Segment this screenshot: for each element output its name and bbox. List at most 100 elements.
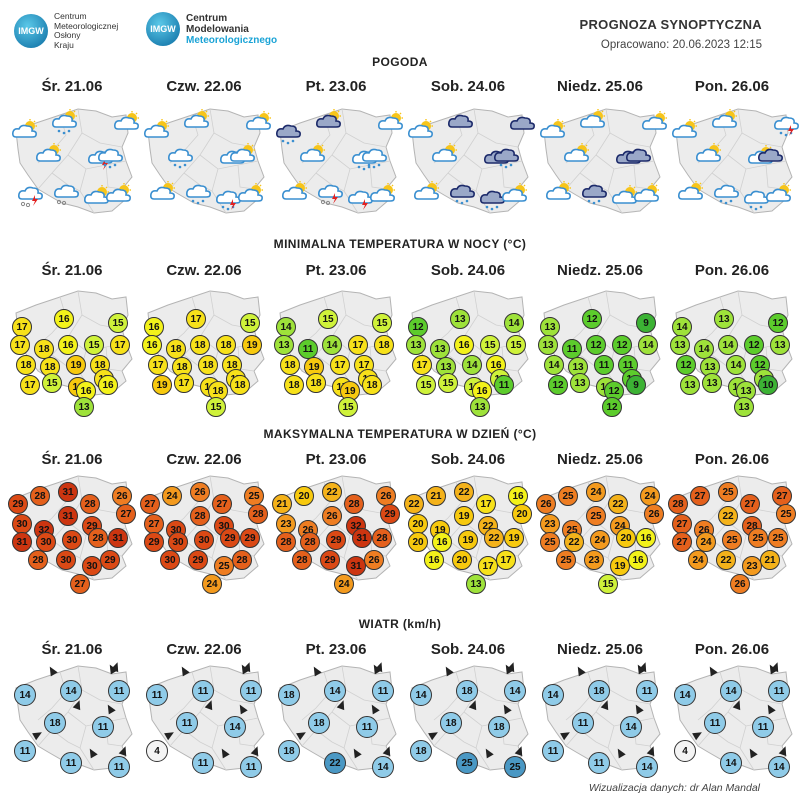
tmin-value: 17: [10, 335, 30, 355]
wind-value: 11: [636, 680, 658, 702]
wind-value: 18: [278, 740, 300, 762]
tmax-map[interactable]: 22 21 22 17 16 20 20 19 19 22 20 16 19 22 19 16 20 17 17 13: [404, 470, 532, 594]
tmax-map[interactable]: 26 25 24 22 24 26 23 25 25 24 25 22 24 20 16 25 23 19 16 15: [536, 470, 664, 594]
tmax-value: 22: [404, 494, 424, 514]
tmax-value: 23: [276, 514, 296, 534]
tmax-value: 30: [194, 530, 214, 550]
tmin-value: 14: [672, 317, 692, 337]
cloud-sun-icon: [578, 109, 608, 140]
cloud-sun-icon: [544, 181, 574, 212]
tmax-value: 30: [12, 514, 32, 534]
tmax-value: 21: [272, 494, 292, 514]
wind-value: 11: [192, 752, 214, 774]
tmin-value: 13: [670, 335, 690, 355]
credit-footer: Wizualizacja danych: dr Alan Mandal: [588, 782, 760, 794]
tmax-value: 22: [322, 482, 342, 502]
wind-map[interactable]: 14 18 14 18 18 18 25 25: [404, 660, 532, 780]
tmax-map[interactable]: 28 27 25 27 27 25 27 26 22 28 27 24 25 25 25 24 22 23 21 26: [668, 470, 796, 594]
weather-map[interactable]: [8, 103, 139, 223]
wind-map[interactable]: 11 11 11 11 14 4 11 11: [140, 660, 268, 780]
day-label: Śr. 21.06: [41, 641, 103, 658]
section-title-wind: WIATR (km/h): [358, 617, 442, 631]
cloud-sun-icon: [182, 109, 212, 140]
tmax-value: 29: [8, 494, 28, 514]
tmax-value: 27: [116, 504, 136, 524]
wind-map[interactable]: 18 14 11 18 11 18 22 14: [272, 660, 400, 780]
tmin-value: 14: [462, 355, 482, 375]
weather-map[interactable]: [536, 103, 667, 223]
tmax-value: 26: [364, 550, 384, 570]
cloud-sun-icon: [632, 183, 662, 214]
tmax-value: 25: [748, 528, 768, 548]
tmax-value: 28: [248, 504, 268, 524]
tmax-value: 22: [484, 528, 504, 548]
day-label: Niedz. 25.06: [557, 451, 643, 468]
tmax-value: 22: [718, 506, 738, 526]
tmax-value: 28: [232, 550, 252, 570]
cloud-sun-icon: [710, 109, 740, 140]
tmax-value: 28: [292, 550, 312, 570]
tmax-value: 30: [62, 530, 82, 550]
wind-value: 14: [636, 756, 658, 778]
wind-value: 14: [720, 680, 742, 702]
tmin-map[interactable]: 131291311121214141311111213131212912: [536, 285, 664, 417]
imgw-logo[interactable]: IMGW Centrum Meteorologicznej Osłony Kra…: [14, 11, 118, 50]
cloud-hail-icon: [52, 179, 82, 210]
tmin-value: 15: [240, 313, 260, 333]
tmin-map[interactable]: 12131413131615151713141615151515161113: [404, 285, 532, 417]
tmin-map[interactable]: 14131213141412131213141213131313131013: [668, 285, 796, 417]
wind-map[interactable]: 14 18 11 11 14 11 11 14: [536, 660, 664, 780]
wind-value: 18: [44, 712, 66, 734]
cmm-name-line: Meteorologicznego: [186, 34, 278, 46]
tmin-map[interactable]: 17161517181615171818191817151917161613: [8, 285, 136, 417]
tmin-map[interactable]: 14151513111417181819171718181718191815: [272, 285, 400, 417]
tmax-map[interactable]: 21 20 22 28 26 29 23 26 26 32 28 28 29 31 28 28 29 31 26 24: [272, 470, 400, 594]
cloud-dark-rain-icon: [492, 143, 522, 174]
cmm-name: Centrum Modelowania Meteorologicznego: [186, 13, 277, 46]
cloud-sun-icon: [694, 143, 724, 174]
tmin-value: 14: [726, 355, 746, 375]
tmax-value: 15: [598, 574, 618, 594]
weather-map[interactable]: [140, 103, 271, 223]
wind-value: 11: [60, 752, 82, 774]
tmin-value: 15: [84, 335, 104, 355]
wind-value: 18: [440, 712, 462, 734]
tmax-value: 31: [58, 506, 78, 526]
tmin-value: 13: [274, 335, 294, 355]
tmin-value: 15: [318, 309, 338, 329]
tmax-value: 17: [496, 550, 516, 570]
weather-map[interactable]: [404, 103, 535, 223]
tmax-value: 26: [322, 506, 342, 526]
tmin-value: 18: [16, 355, 36, 375]
cloud-sun-icon: [228, 143, 258, 174]
tmin-value: 14: [504, 313, 524, 333]
wind-value: 11: [108, 756, 130, 778]
tmin-value: 13: [734, 397, 754, 417]
tmax-map[interactable]: 27 24 26 27 25 28 27 30 28 30 29 30 30 29 29 30 29 25 28 24: [140, 470, 268, 594]
wind-value: 11: [572, 712, 594, 734]
tmin-value: 12: [548, 375, 568, 395]
tmax-map[interactable]: 29 28 31 28 26 27 30 32 31 29 31 30 30 28 31 28 30 30 29 27: [8, 470, 136, 594]
cloud-dark-rain-icon: [448, 179, 478, 210]
tmax-value: 25: [776, 504, 796, 524]
wind-map[interactable]: 14 14 11 11 11 4 14 14: [668, 660, 796, 780]
tmin-value: 18: [198, 355, 218, 375]
cmm-name-line: Centrum: [186, 12, 228, 24]
wind-map[interactable]: 14 14 11 18 11 11 11 11: [8, 660, 136, 780]
tmax-value: 27: [672, 514, 692, 534]
tmax-value: 27: [690, 486, 710, 506]
wind-value: 18: [488, 716, 510, 738]
cmm-logo[interactable]: IMGW Centrum Modelowania Meteorologiczne…: [146, 12, 277, 46]
tmax-value: 29: [144, 532, 164, 552]
weather-map[interactable]: [668, 103, 799, 223]
tmax-value: 28: [28, 550, 48, 570]
tmin-map[interactable]: 16171516181818191718181819171817181815: [140, 285, 268, 417]
tmax-value: 22: [716, 550, 736, 570]
tmax-value: 31: [12, 532, 32, 552]
cloud-sun-icon: [430, 143, 460, 174]
weather-map[interactable]: [272, 103, 403, 223]
tmin-value: 16: [144, 317, 164, 337]
wind-value: 18: [588, 680, 610, 702]
cloud-sun-icon: [280, 181, 310, 212]
tmin-value: 13: [540, 317, 560, 337]
